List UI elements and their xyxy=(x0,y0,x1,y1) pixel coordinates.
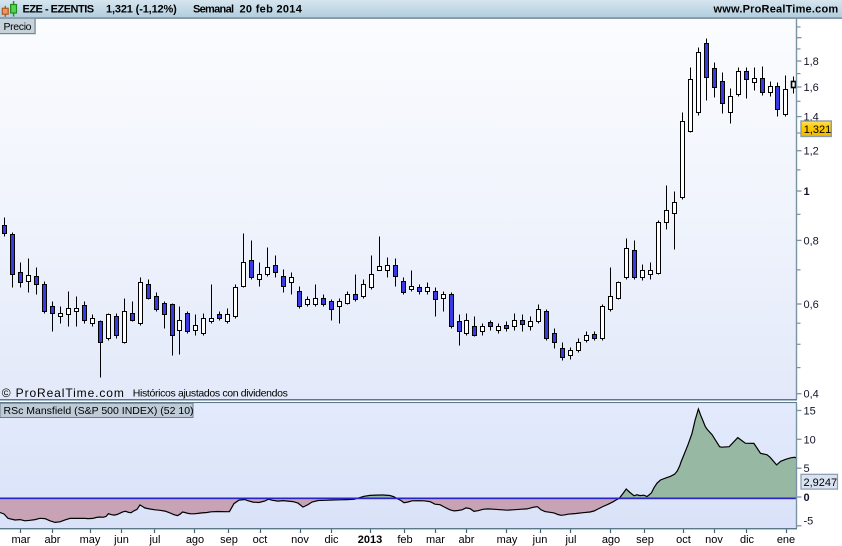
svg-text:oct: oct xyxy=(253,534,268,546)
svg-text:jun: jun xyxy=(532,534,548,546)
svg-text:1,2: 1,2 xyxy=(804,146,819,158)
svg-text:Históricos ajustados con divid: Históricos ajustados con dividendos xyxy=(133,388,288,400)
svg-text:0,6: 0,6 xyxy=(804,299,819,311)
svg-text:RSc Mansfield (S&P 500 INDEX): RSc Mansfield (S&P 500 INDEX) (52 10) xyxy=(4,405,194,417)
svg-text:20 feb 2014: 20 feb 2014 xyxy=(240,4,303,16)
svg-text:nov: nov xyxy=(705,534,723,546)
svg-text:sep: sep xyxy=(220,534,238,546)
svg-text:may: may xyxy=(497,534,518,546)
svg-text:0: 0 xyxy=(804,492,810,504)
svg-text:www.ProRealTime.com: www.ProRealTime.com xyxy=(713,4,839,16)
svg-text:dic: dic xyxy=(324,534,339,546)
svg-text:sep: sep xyxy=(636,534,654,546)
svg-text:EZE - EZENTIS: EZE - EZENTIS xyxy=(23,4,94,16)
svg-text:2013: 2013 xyxy=(358,534,382,546)
svg-text:feb: feb xyxy=(397,534,412,546)
svg-text:dic: dic xyxy=(740,534,755,546)
svg-text:0,8: 0,8 xyxy=(804,235,819,247)
svg-text:© ProRealTime.com: © ProRealTime.com xyxy=(2,386,125,400)
svg-text:Precio: Precio xyxy=(4,21,32,33)
svg-text:1,321: 1,321 xyxy=(804,124,832,136)
svg-text:1,6: 1,6 xyxy=(804,82,819,94)
svg-text:nov: nov xyxy=(291,534,309,546)
svg-text:mar: mar xyxy=(12,534,31,546)
svg-text:jul: jul xyxy=(564,534,576,546)
svg-text:0,4: 0,4 xyxy=(804,389,819,401)
svg-text:10: 10 xyxy=(804,434,816,446)
svg-text:may: may xyxy=(80,534,101,546)
svg-text:1,8: 1,8 xyxy=(804,56,819,68)
svg-text:jul: jul xyxy=(148,534,160,546)
svg-text:15: 15 xyxy=(804,406,816,418)
svg-text:ago: ago xyxy=(602,534,620,546)
svg-text:Semanal: Semanal xyxy=(193,4,234,16)
svg-text:-5: -5 xyxy=(804,516,814,528)
svg-text:abr: abr xyxy=(459,534,475,546)
svg-text:jun: jun xyxy=(113,534,129,546)
svg-text:1,321 (-1,12%): 1,321 (-1,12%) xyxy=(106,4,177,16)
svg-text:1: 1 xyxy=(804,186,810,198)
svg-text:ene: ene xyxy=(777,534,795,546)
svg-text:abr: abr xyxy=(45,534,61,546)
svg-text:5: 5 xyxy=(804,463,810,475)
svg-text:oct: oct xyxy=(676,534,691,546)
svg-text:ago: ago xyxy=(186,534,204,546)
svg-text:2,9247: 2,9247 xyxy=(804,477,838,489)
svg-text:mar: mar xyxy=(426,534,445,546)
